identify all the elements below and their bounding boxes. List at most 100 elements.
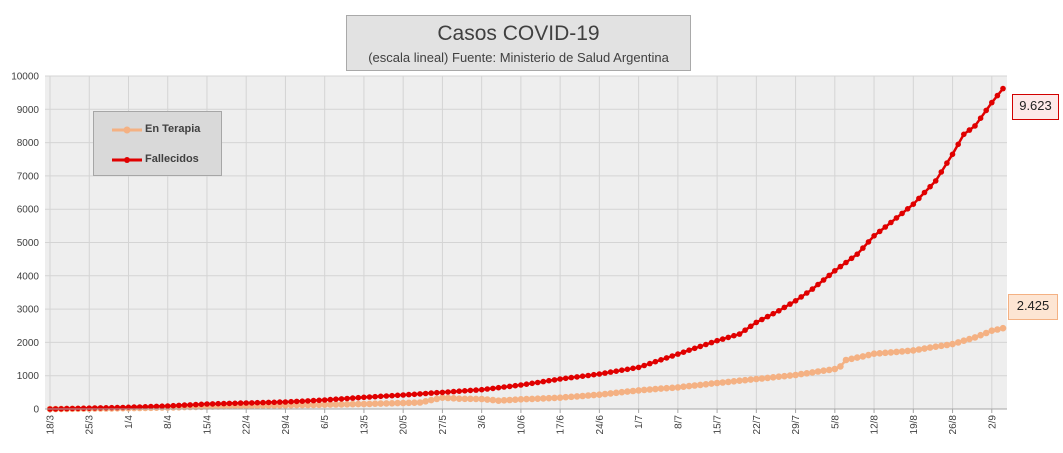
data-point <box>489 396 497 404</box>
data-point <box>534 395 541 403</box>
data-point <box>994 92 1001 99</box>
x-tick-label: 1/7 <box>634 415 645 429</box>
data-point <box>221 400 227 407</box>
data-point <box>232 400 238 407</box>
data-point <box>747 376 754 383</box>
data-point <box>394 392 401 399</box>
data-point <box>697 343 704 350</box>
data-point <box>915 346 923 353</box>
data-point <box>512 382 519 389</box>
data-point <box>837 263 844 270</box>
data-point <box>243 400 249 406</box>
data-point <box>797 370 805 378</box>
y-tick-label: 10000 <box>11 72 39 83</box>
data-point <box>450 395 457 402</box>
data-point <box>658 357 664 363</box>
data-point <box>579 373 586 380</box>
data-point <box>652 385 659 393</box>
data-point <box>792 298 799 304</box>
data-point <box>478 395 486 403</box>
data-point <box>730 378 738 385</box>
data-point <box>961 131 967 138</box>
data-point <box>433 395 441 403</box>
data-point <box>663 355 670 361</box>
data-point <box>215 400 221 407</box>
data-point <box>635 387 642 394</box>
data-point <box>411 391 418 398</box>
data-point <box>389 392 395 399</box>
data-point <box>680 383 687 391</box>
data-point <box>904 347 911 355</box>
x-tick-label: 18/3 <box>46 415 57 435</box>
x-tick-label: 29/7 <box>791 415 802 435</box>
data-point <box>691 382 698 389</box>
data-point <box>288 398 294 405</box>
data-point <box>590 391 598 399</box>
data-point <box>545 394 553 402</box>
data-point <box>568 393 575 401</box>
data-point <box>417 391 423 397</box>
data-point <box>484 386 491 392</box>
data-point <box>955 141 961 148</box>
data-point <box>534 379 541 386</box>
y-tick-label: 7000 <box>17 171 40 182</box>
chart-title: Casos COVID-19 <box>437 22 600 45</box>
data-point <box>315 401 323 409</box>
data-point <box>854 251 860 257</box>
data-point <box>982 329 990 337</box>
data-point <box>641 362 647 369</box>
y-tick-label: 1000 <box>17 371 40 382</box>
data-point <box>484 396 491 403</box>
x-tick-label: 8/4 <box>163 415 174 429</box>
data-point <box>282 399 289 405</box>
data-point <box>809 286 816 292</box>
data-point <box>523 381 530 388</box>
data-point <box>887 349 895 356</box>
data-point <box>528 395 536 403</box>
data-point <box>327 396 334 403</box>
data-point <box>198 401 205 408</box>
data-point <box>260 399 266 406</box>
data-point <box>591 371 597 378</box>
data-point <box>669 353 676 359</box>
data-point <box>406 391 412 398</box>
data-point <box>703 341 709 348</box>
y-tick-label: 3000 <box>17 305 40 316</box>
data-point <box>159 403 165 410</box>
data-point <box>490 385 496 392</box>
data-point <box>697 381 704 389</box>
data-point <box>500 397 508 404</box>
y-tick-label: 4000 <box>17 271 40 282</box>
data-point <box>209 401 216 407</box>
data-point <box>422 398 429 405</box>
data-point <box>399 399 407 407</box>
data-point <box>321 401 329 409</box>
data-point <box>612 389 620 397</box>
data-point <box>349 395 356 401</box>
x-tick-label: 6/5 <box>320 415 331 429</box>
data-point <box>663 384 670 392</box>
data-point <box>831 365 839 373</box>
data-point <box>719 336 726 342</box>
data-point <box>882 224 889 230</box>
x-tick-label: 24/6 <box>595 415 606 435</box>
x-tick-label: 26/8 <box>948 415 959 435</box>
data-point <box>97 405 104 411</box>
data-point <box>473 387 479 393</box>
data-point <box>747 323 754 330</box>
data-point <box>540 395 547 402</box>
data-point <box>820 277 827 283</box>
data-point <box>193 401 199 408</box>
data-point <box>136 404 143 410</box>
y-tick-label: 8000 <box>17 138 40 149</box>
data-point <box>629 387 637 395</box>
legend-marker-fallecidos <box>112 157 142 163</box>
data-point <box>932 343 939 351</box>
data-point <box>355 400 362 408</box>
data-point <box>781 304 788 311</box>
data-point <box>366 400 373 408</box>
data-point <box>926 344 934 351</box>
data-point <box>462 388 468 394</box>
data-point <box>691 345 698 352</box>
